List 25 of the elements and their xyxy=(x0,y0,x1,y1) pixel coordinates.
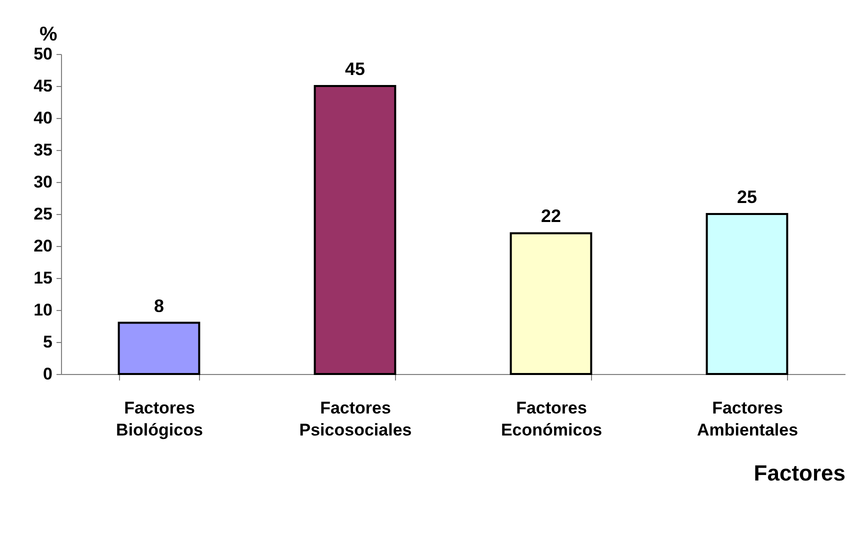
y-tick-label: 20 xyxy=(34,236,52,256)
x-axis-title: Factores xyxy=(754,460,846,486)
y-tick-label: 25 xyxy=(34,204,52,224)
data-label: 8 xyxy=(154,296,164,316)
y-tick-label: 35 xyxy=(34,140,52,160)
y-tick-label: 5 xyxy=(43,332,52,352)
bar xyxy=(118,322,200,375)
data-label: 22 xyxy=(540,206,562,226)
x-tick-label: Factores Ambientales xyxy=(696,398,798,440)
y-tick-label: 30 xyxy=(34,172,52,192)
bar xyxy=(706,213,788,375)
y-tick-label: 45 xyxy=(34,76,52,96)
bar xyxy=(510,232,592,375)
y-tick-label: 40 xyxy=(34,108,52,128)
x-tick-label: Factores Biológicos xyxy=(116,398,203,440)
data-label: 25 xyxy=(736,187,758,207)
y-tick-label: 50 xyxy=(34,44,52,64)
y-tick-label: 0 xyxy=(43,364,52,384)
data-label: 45 xyxy=(344,59,366,79)
y-tick-label: 15 xyxy=(34,268,52,288)
x-tick-label: Factores Económicos xyxy=(500,398,602,440)
bar xyxy=(314,85,396,375)
y-tick-label: 10 xyxy=(34,300,52,320)
y-axis-title: % xyxy=(40,24,58,46)
x-tick-label: Factores Psicosociales xyxy=(299,398,412,440)
